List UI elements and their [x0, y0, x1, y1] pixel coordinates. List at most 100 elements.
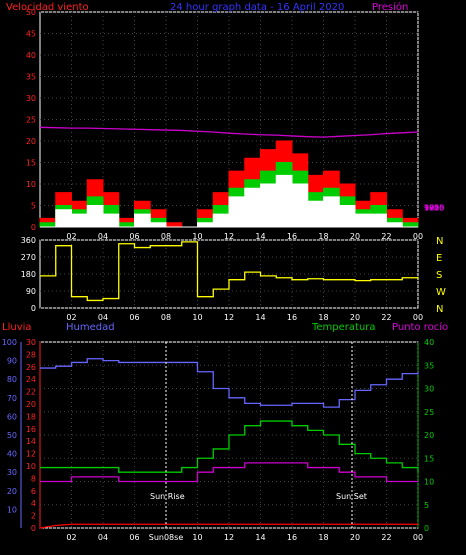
direction-x-tick: 06	[129, 313, 139, 322]
series-temperatura	[40, 420, 419, 473]
humidity-y-tick: 50	[7, 431, 17, 440]
compass-label: N	[436, 236, 443, 247]
humidity-x-tick: 20	[350, 533, 360, 542]
rain-y-tick: 10	[26, 462, 36, 471]
wind-right-y-tick: 1005	[424, 203, 444, 212]
wind-left-y-tick: 40	[26, 51, 36, 60]
rain-y-tick: 26	[26, 363, 36, 372]
wind-x-tick: 12	[224, 232, 234, 241]
direction-x-tick: 20	[350, 313, 360, 322]
rain-y-tick: 2	[31, 512, 36, 521]
temperature-y-tick: 0	[424, 524, 429, 533]
direction-x-tick: 04	[98, 313, 108, 322]
rain-y-tick: 14	[26, 437, 36, 446]
wind-x-tick: 02	[66, 232, 76, 241]
rain-y-tick: 20	[26, 400, 36, 409]
wind-series-2	[40, 174, 418, 228]
wind-right-y-tick: 1020	[424, 203, 444, 212]
wind-pressure-panel: 02 04 06 08 10 12 14 16 18 20 22 000510152025303540…	[6, 1, 444, 241]
humidity-y-tick: 80	[7, 375, 17, 384]
wind-right-y-tick: 985	[424, 203, 439, 212]
temperature-y-tick: 15	[424, 454, 434, 463]
pressure-line	[39, 126, 419, 138]
rain-label: Lluvia	[2, 322, 32, 333]
dewpoint-label: Punto rocío	[392, 321, 448, 333]
humidity-y-tick: 90	[7, 357, 17, 366]
temperature-y-tick: 5	[424, 501, 429, 510]
wind-x-tick: 04	[98, 232, 108, 241]
temperature-label: Temperatura	[311, 322, 376, 333]
wind-left-y-tick: 30	[26, 94, 36, 103]
humidity-y-tick: 70	[7, 394, 17, 403]
wind-left-y-tick: 0	[31, 223, 36, 232]
direction-y-tick: 0	[31, 304, 36, 313]
wind-right-y-tick: 990	[424, 203, 439, 212]
wind-chart-title: 24 hour graph data - 16 April 2020	[170, 2, 344, 13]
wind-x-tick: 16	[287, 232, 297, 241]
direction-x-tick: 22	[381, 313, 391, 322]
wind-left-y-tick: 10	[26, 180, 36, 189]
rain-y-tick: 0	[31, 524, 36, 533]
temperature-y-tick: 25	[424, 408, 434, 417]
wind-x-tick: 06	[129, 232, 139, 241]
wind-left-label: Velocidad viento	[6, 2, 89, 13]
wind-right-y-tick: 980	[424, 203, 439, 212]
direction-x-tick: 18	[318, 313, 328, 322]
wind-left-y-tick: 20	[26, 137, 36, 146]
rain-y-tick: 8	[31, 474, 36, 483]
compass-label: E	[436, 253, 442, 264]
humidity-x-tick: Sun08se	[149, 533, 184, 542]
wind-right-y-tick: 995	[424, 203, 439, 212]
humidity-x-tick: 06	[129, 533, 139, 542]
wind-right-y-tick: 975	[424, 203, 439, 212]
series-lluvia	[39, 523, 418, 529]
direction-x-tick: 16	[287, 313, 297, 322]
compass-label: W	[436, 287, 446, 298]
rain-y-tick: 18	[26, 412, 36, 421]
wind-left-y-tick: 5	[31, 202, 36, 211]
rain-y-tick: 12	[26, 450, 36, 459]
direction-ticks: 02 04 06 08 10 12 14 16 18 20 22 00090180270360NWSE…	[21, 236, 446, 322]
humidity-y-tick: 100	[2, 338, 17, 347]
humidity-y-tick: 60	[7, 412, 17, 421]
direction-x-tick: 14	[255, 313, 265, 322]
wind-left-y-tick: 50	[26, 8, 36, 17]
rain-y-tick: 16	[26, 425, 36, 434]
humidity-y-tick: 20	[7, 487, 17, 496]
humidity-x-tick: 14	[255, 533, 265, 542]
wind-series	[39, 126, 419, 228]
rain-y-tick: 28	[26, 350, 36, 359]
wind-x-tick: 20	[350, 232, 360, 241]
sunrise-annotation: Sun Rise	[150, 492, 185, 501]
temperature-y-tick: 10	[424, 478, 434, 487]
compass-label: S	[436, 270, 442, 281]
humidity-x-tick: 16	[287, 533, 297, 542]
rain-y-tick: 30	[26, 338, 36, 347]
humidity-x-tick: 02	[66, 533, 76, 542]
humidity-y-tick: 30	[7, 468, 17, 477]
humidity-y-tick: 40	[7, 450, 17, 459]
rain-y-tick: 24	[26, 375, 36, 384]
wind-right-y-tick: 1000	[424, 203, 444, 212]
wind-right-label: Presión	[372, 1, 408, 13]
temperature-y-tick: 40	[424, 338, 434, 347]
wind-x-tick: 18	[318, 232, 328, 241]
wind-x-tick: 00	[413, 232, 423, 241]
humidity-series	[39, 358, 419, 529]
wind-left-y-tick: 25	[26, 116, 36, 125]
wind-x-tick: 22	[381, 232, 391, 241]
wind-x-tick: 08	[161, 232, 171, 241]
wind-ticks: 02 04 06 08 10 12 14 16 18 20 22 000510152025303540…	[26, 8, 445, 241]
direction-x-tick: 08	[161, 313, 171, 322]
humidity-temp-panel: 02 04 06 Sun08se 10 12 14 16 18 20 22 0010203040506…	[2, 321, 448, 542]
humidity-x-tick: 12	[224, 533, 234, 542]
series-humedad	[40, 358, 419, 408]
direction-grid	[40, 239, 419, 309]
direction-y-tick: 360	[21, 236, 36, 245]
compass-label: N	[436, 304, 443, 315]
rain-y-tick: 22	[26, 388, 36, 397]
direction-x-tick: 02	[66, 313, 76, 322]
wind-x-tick: 10	[192, 232, 202, 241]
sunset-annotation: Sun Set	[336, 492, 367, 501]
direction-x-tick: 10	[192, 313, 202, 322]
